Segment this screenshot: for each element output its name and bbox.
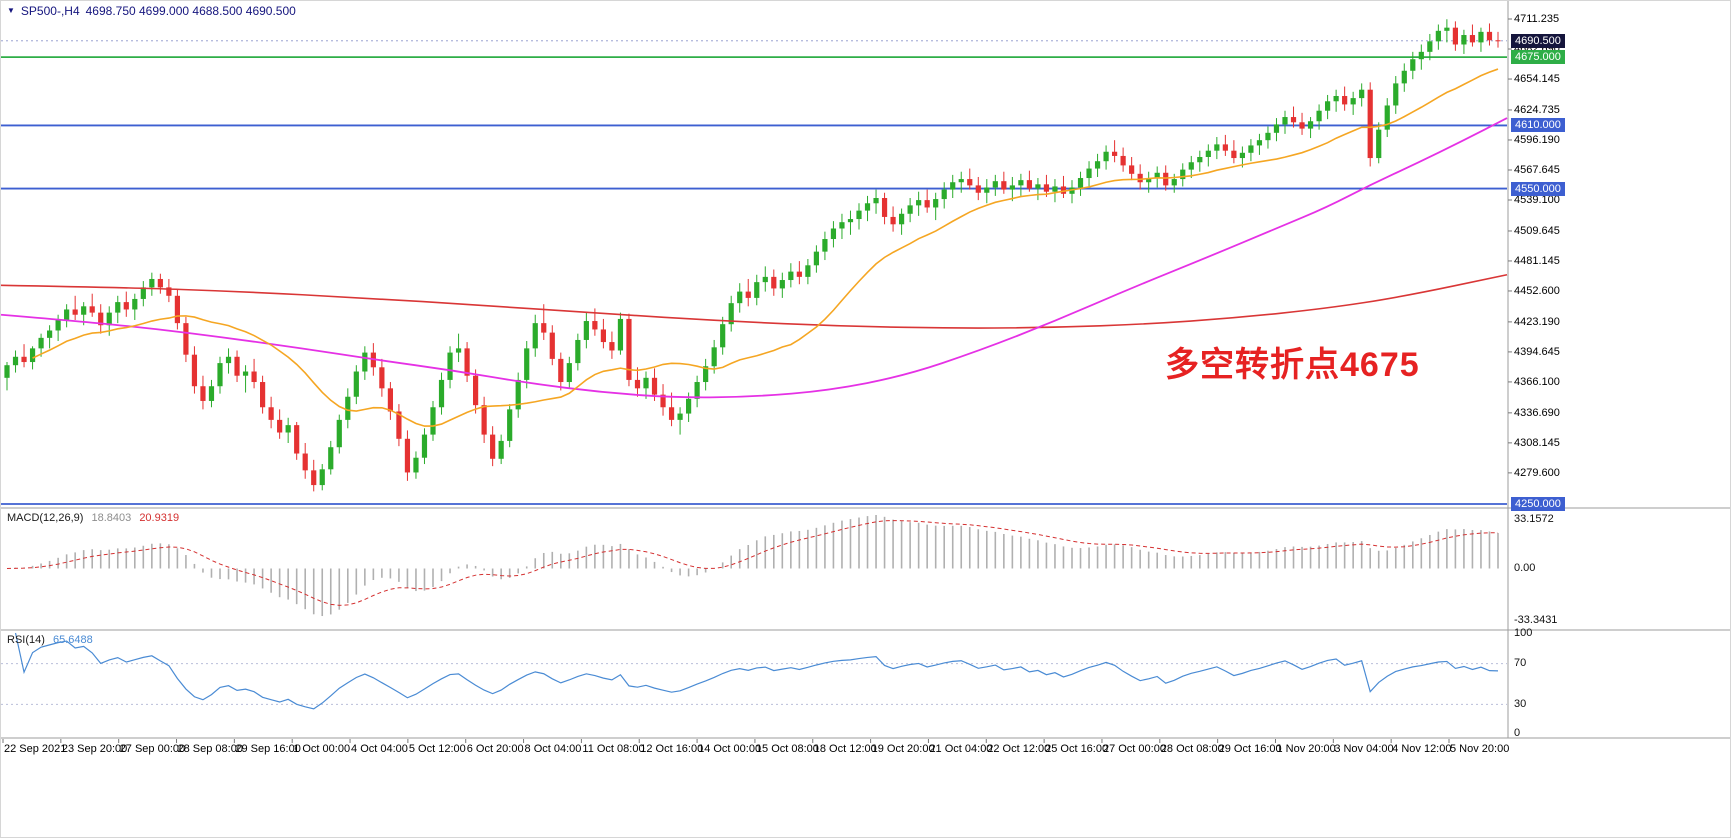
macd-axis-zero-label: 0.00 — [1514, 562, 1536, 574]
ma-fast-line — [32, 68, 1499, 427]
price-axis-label: 4336.690 — [1514, 406, 1560, 419]
macd-axis-min-label: -33.3431 — [1514, 614, 1558, 626]
price-axis-label: 4279.600 — [1514, 466, 1560, 479]
ma-mid-line — [1, 117, 1508, 399]
time-axis-label: 5 Nov 20:00 — [1450, 743, 1510, 755]
rsi-axis-label-100: 100 — [1514, 627, 1533, 639]
price-axis-label: 4567.645 — [1514, 163, 1560, 176]
macd-indicator-label: MACD(12,26,9) 18.8403 20.9319 — [7, 512, 179, 524]
macd-axis-max-label: 33.1572 — [1514, 513, 1554, 525]
price-axis-label: 4654.145 — [1514, 73, 1560, 86]
time-axis-label: 28 Oct 08:00 — [1160, 743, 1224, 755]
time-axis-label: 22 Oct 12:00 — [987, 743, 1051, 755]
price-axis[interactable]: 4711.235 4682.690 4690.500 4675.000 4654.145… — [1511, 1, 1730, 738]
candles — [4, 19, 1501, 492]
macd-histogram — [14, 515, 1499, 617]
chart-annotation-text: 多空转折点4675 — [1165, 346, 1420, 384]
price-level-badge: 4250.000 — [1511, 497, 1565, 511]
time-axis-label: 28 Sep 08:00 — [177, 743, 243, 755]
time-axis-label: 15 Oct 08:00 — [755, 743, 819, 755]
rsi-name: RSI(14) — [7, 634, 45, 646]
price-level-badge: 4690.500 — [1511, 33, 1565, 48]
rsi-axis-label-30: 30 — [1514, 698, 1527, 710]
time-axis-label: 22 Sep 2021 — [4, 743, 67, 755]
rsi-value: 65.6488 — [52, 634, 93, 646]
time-axis-label: 11 Oct 08:00 — [582, 743, 645, 755]
price-level-badge: 4550.000 — [1511, 181, 1565, 196]
time-axis-label: 18 Oct 12:00 — [813, 743, 877, 755]
time-axis-label: 25 Oct 16:00 — [1045, 743, 1109, 755]
price-level-badge: 4675.000 — [1511, 50, 1565, 65]
rsi-line — [14, 632, 1499, 710]
time-axis-label: 4 Oct 04:00 — [351, 743, 408, 755]
macd-signal-value: 20.9319 — [139, 512, 180, 524]
panel-separators — [1, 1, 1730, 739]
time-axis-label: 19 Oct 20:00 — [871, 743, 935, 755]
time-axis-label: 29 Sep 16:00 — [235, 743, 301, 755]
time-axis-label: 8 Oct 04:00 — [524, 743, 582, 755]
time-axis-label: 21 Oct 04:00 — [929, 743, 993, 755]
price-axis-label: 4509.645 — [1514, 224, 1560, 237]
ma-slow-line — [1, 273, 1508, 329]
time-axis[interactable]: 22 Sep 2021 23 Sep 20:00 27 Sep 00:00 28 Se… — [1, 740, 1730, 766]
macd-signal-line — [6, 520, 1499, 606]
rsi-indicator-label: RSI(14) 65.6488 — [7, 634, 93, 646]
horizontal-level-lines — [1, 56, 1507, 505]
time-axis-label: 4 Nov 12:00 — [1392, 743, 1452, 755]
rsi-axis-label-70: 70 — [1514, 657, 1527, 669]
price-level-badge: 4610.000 — [1511, 118, 1565, 133]
price-axis-label: 4711.235 — [1514, 13, 1560, 25]
price-axis-label: 4452.600 — [1514, 284, 1560, 297]
macd-name: MACD(12,26,9) — [7, 512, 84, 524]
time-axis-label: 14 Oct 00:00 — [698, 743, 762, 755]
price-axis-label: 4423.190 — [1514, 315, 1560, 328]
time-axis-label: 3 Nov 04:00 — [1334, 743, 1394, 755]
price-axis-label: 4624.735 — [1514, 103, 1560, 116]
time-axis-label: 23 Sep 20:00 — [61, 743, 128, 755]
ohlc-values: 4698.750 4699.000 4688.500 4690.500 — [85, 4, 296, 18]
macd-main-value: 18.8403 — [91, 512, 132, 524]
time-axis-label: 12 Oct 16:00 — [640, 743, 704, 755]
price-axis-label: 4366.100 — [1514, 375, 1560, 388]
axis-ticks — [2, 18, 1512, 743]
symbol-dropdown-icon[interactable]: ▼ — [7, 6, 15, 15]
time-axis-label: 1 Nov 20:00 — [1276, 743, 1336, 755]
time-axis-label: 27 Sep 00:00 — [119, 743, 186, 755]
price-axis-label: 4481.145 — [1514, 254, 1560, 267]
price-axis-label: 4539.100 — [1514, 194, 1560, 206]
price-axis-label: 4596.190 — [1514, 133, 1560, 146]
time-axis-label: 27 Oct 00:00 — [1102, 743, 1166, 755]
rsi-level-lines — [1, 663, 1507, 705]
time-axis-label: 1 Oct 00:00 — [293, 743, 351, 755]
chart-title: ▼ SP500-,H4 4698.750 4699.000 4688.500 4… — [7, 4, 296, 18]
price-axis-label: 4394.645 — [1514, 345, 1560, 358]
price-axis-label: 4308.145 — [1514, 436, 1560, 449]
symbol-timeframe-label: SP500-,H4 — [20, 4, 80, 18]
rsi-axis-label-0: 0 — [1514, 727, 1521, 739]
time-axis-label: 6 Oct 20:00 — [466, 743, 524, 755]
time-axis-label: 5 Oct 12:00 — [408, 743, 466, 755]
time-axis-label: 29 Oct 16:00 — [1218, 743, 1282, 755]
